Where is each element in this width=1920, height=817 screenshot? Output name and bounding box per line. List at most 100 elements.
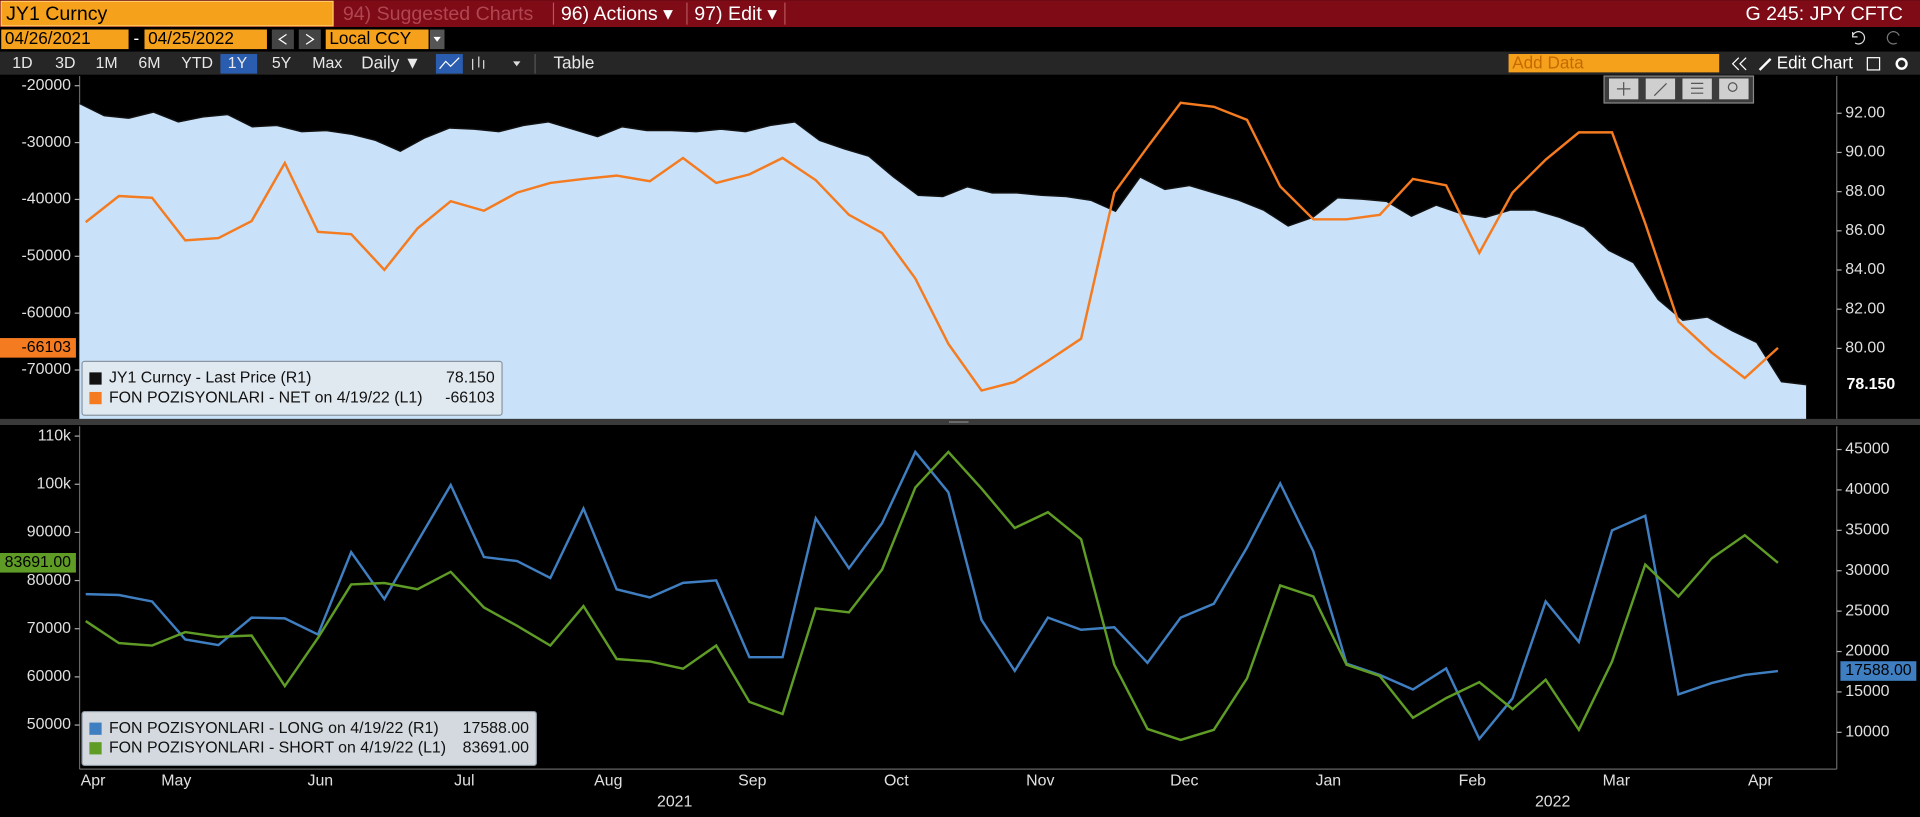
tick-label: 10000 xyxy=(1845,724,1889,741)
tick-label: 45000 xyxy=(1845,441,1889,458)
legend-value: 78.150 xyxy=(446,370,495,387)
prev-icon xyxy=(278,33,287,45)
series-line xyxy=(84,101,1779,392)
tick-label: 100k xyxy=(37,475,72,492)
period-button[interactable]: 5Y xyxy=(272,55,292,72)
currency[interactable]: Local CCY xyxy=(329,28,411,48)
tick-label: 90000 xyxy=(27,524,71,541)
menu-actions[interactable]: 96) Actions ▾ xyxy=(561,3,673,25)
start-date[interactable]: 04/26/2021 xyxy=(5,28,91,48)
tick-label: 15000 xyxy=(1845,683,1889,700)
draw-icon xyxy=(1653,82,1667,97)
edit-chart-button[interactable]: Edit Chart xyxy=(1777,52,1853,72)
tick-label: 82.00 xyxy=(1845,300,1885,317)
tick-label: -40000 xyxy=(21,191,71,208)
add-data-field[interactable] xyxy=(1508,54,1720,73)
period-button[interactable]: 3D xyxy=(55,55,75,72)
legend-value: -66103 xyxy=(445,389,495,406)
frequency-selector[interactable]: Daily ▼ xyxy=(361,52,421,72)
tick-label: 70000 xyxy=(27,620,71,637)
legend-value: 17588.00 xyxy=(463,720,529,737)
series-line xyxy=(85,449,1779,742)
period-buttons: 1D 3D 1M 6M YTD 1Y 5Y Max xyxy=(12,54,342,74)
collapse-icon[interactable] xyxy=(1731,57,1747,71)
end-date[interactable]: 04/25/2022 xyxy=(148,28,234,48)
tick-label: 84.00 xyxy=(1845,261,1885,278)
start-date-field[interactable] xyxy=(1,29,129,50)
tick-label: 60000 xyxy=(27,668,71,685)
last-value-label: 83691.00 xyxy=(5,554,71,571)
last-value-box xyxy=(0,552,76,573)
line-chart-button[interactable] xyxy=(435,54,463,74)
bar-icon[interactable] xyxy=(472,56,485,70)
menu-suggested[interactable]: 94) Suggested Charts xyxy=(343,3,534,25)
x-tick-label: Jan xyxy=(1315,773,1341,790)
period-button[interactable]: Max xyxy=(312,55,342,72)
security-text[interactable]: JY1 Curncy xyxy=(6,3,107,25)
x-tick-label: Nov xyxy=(1026,773,1054,790)
line-icon xyxy=(439,57,460,70)
tick-label: 40000 xyxy=(1845,481,1889,498)
legend-swatch xyxy=(89,391,102,405)
last-value-label: 17588.00 xyxy=(1845,662,1911,679)
tick-label: 80000 xyxy=(27,572,71,589)
last-value-label: -66103 xyxy=(21,339,71,356)
redo-icon[interactable] xyxy=(1886,31,1900,45)
x-tick-label: Jul xyxy=(454,773,474,790)
last-value-box xyxy=(1840,661,1917,681)
period-button[interactable]: 1Y xyxy=(228,55,248,72)
x-group-label: 2021 xyxy=(657,793,693,810)
series-line xyxy=(79,102,1807,386)
tick-label: 30000 xyxy=(1845,562,1889,579)
dropdown-icon xyxy=(433,36,441,42)
x-tick-label: May xyxy=(161,773,191,790)
edit-icon[interactable] xyxy=(1758,58,1772,71)
series-line xyxy=(85,450,1779,742)
tick-label: 80.00 xyxy=(1845,340,1885,357)
end-date-field[interactable] xyxy=(144,29,267,50)
tick-label: 20000 xyxy=(1845,643,1889,660)
charts: 78.150 -66103 JY1 Curncy - Last Price (R1)… xyxy=(0,76,1917,810)
tick-label: -70000 xyxy=(21,361,71,378)
price-area xyxy=(79,103,1807,419)
period-button[interactable]: 1M xyxy=(96,55,118,72)
tick-label: -20000 xyxy=(21,77,71,94)
legend-box xyxy=(81,710,537,767)
x-tick-label: Aug xyxy=(594,773,622,790)
x-tick-label: Feb xyxy=(1459,773,1487,790)
prev-button[interactable] xyxy=(271,29,294,50)
x-tick-label: Sep xyxy=(738,773,766,790)
tick-label: 25000 xyxy=(1845,602,1889,619)
tick-label: -50000 xyxy=(21,247,71,264)
undo-icon[interactable] xyxy=(1852,31,1866,45)
next-button[interactable] xyxy=(298,29,321,50)
add-data-placeholder[interactable]: Add Data xyxy=(1512,52,1584,72)
currency-field[interactable] xyxy=(325,29,429,50)
tick-label: 86.00 xyxy=(1845,222,1885,239)
legend-swatch xyxy=(89,372,102,385)
menu-edit[interactable]: 97) Edit ▾ xyxy=(694,3,777,25)
pan-icon xyxy=(1616,82,1631,96)
period-button[interactable]: 6M xyxy=(138,55,160,72)
annotate-icon xyxy=(1691,82,1704,94)
legend-label: JY1 Curncy - Last Price (R1) xyxy=(109,370,311,387)
legend-swatch xyxy=(89,722,102,735)
tick-label: 110k xyxy=(38,427,71,444)
tick-label: 90.00 xyxy=(1845,144,1885,161)
table-button[interactable]: Table xyxy=(553,52,594,72)
x-tick-label: Mar xyxy=(1603,773,1631,790)
gear-icon[interactable] xyxy=(1895,57,1908,70)
security-field[interactable] xyxy=(0,0,334,27)
zoom-tool[interactable] xyxy=(1719,78,1749,100)
tick-label: 88.00 xyxy=(1845,183,1885,200)
dropdown-icon[interactable] xyxy=(513,61,521,67)
period-button[interactable]: 1D xyxy=(12,55,32,72)
x-tick-label: Apr xyxy=(1748,773,1773,790)
page-title: G 245: JPY CFTC xyxy=(1745,3,1902,25)
legend-label: FON POZISYONLARI - LONG on 4/19/22 (R1) xyxy=(109,720,439,737)
legend-label: FON POZISYONLARI - NET on 4/19/22 (L1) xyxy=(109,389,423,406)
period-button[interactable]: YTD xyxy=(181,55,213,72)
settings-icon[interactable] xyxy=(1866,57,1881,71)
